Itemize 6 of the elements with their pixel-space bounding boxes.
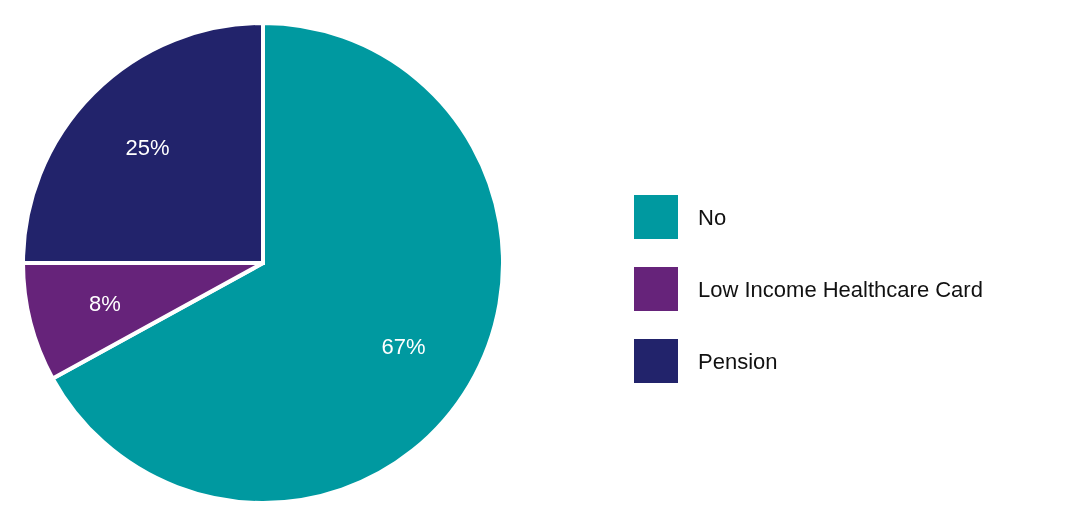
data-label: 25% — [125, 135, 170, 161]
data-label: 67% — [381, 333, 426, 359]
legend-label: No — [698, 204, 727, 230]
legend-label: Pension — [698, 348, 778, 374]
legend-label: Low Income Healthcare Card — [698, 276, 983, 302]
data-label: 8% — [89, 291, 121, 317]
